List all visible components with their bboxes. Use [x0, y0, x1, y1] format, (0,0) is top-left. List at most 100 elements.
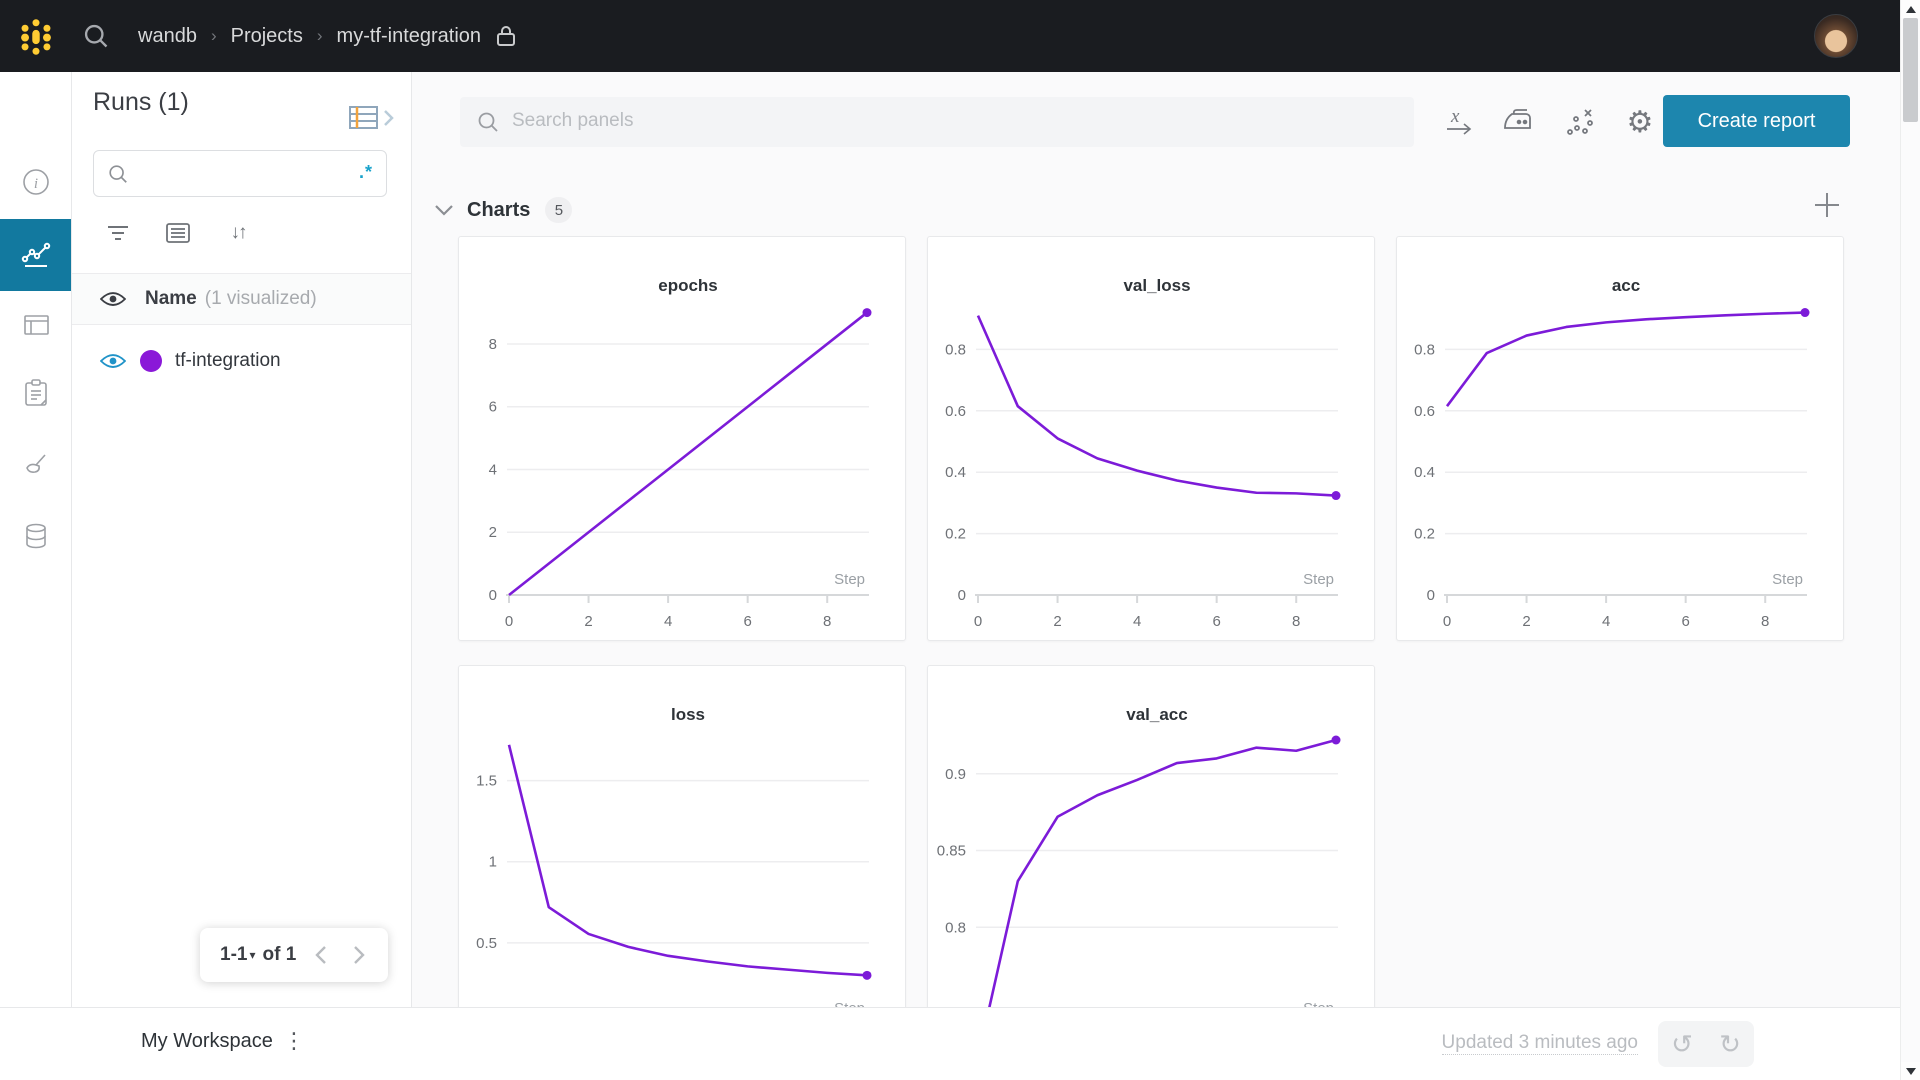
- visualized-count-label: (1 visualized): [204, 288, 317, 309]
- svg-text:Step: Step: [834, 571, 865, 588]
- global-search-icon[interactable]: [82, 22, 110, 50]
- chart-panel-loss[interactable]: 0.511.502468Steploss: [458, 665, 906, 1007]
- breadcrumb-separator: ›: [210, 26, 217, 45]
- runs-search-input[interactable]: [138, 151, 338, 196]
- breadcrumb-separator: ›: [316, 26, 323, 45]
- runs-pagination: 1-1 ▾ of 1: [200, 928, 388, 982]
- workspace-toolbar: x ⚙: [1442, 97, 1658, 147]
- page-scrollbar[interactable]: [1900, 0, 1920, 1080]
- svg-text:0.8: 0.8: [945, 919, 966, 936]
- scatter-x-icon: [1567, 109, 1593, 135]
- svg-text:4: 4: [1602, 613, 1610, 630]
- svg-text:0: 0: [1443, 613, 1451, 630]
- run-visibility-eye-icon[interactable]: [100, 351, 126, 371]
- sidebar-item-logs[interactable]: [0, 364, 71, 422]
- breadcrumb-projects[interactable]: Projects: [230, 24, 303, 47]
- sidebar-item-sweeps[interactable]: [0, 437, 71, 495]
- scrollbar-thumb[interactable]: [1903, 18, 1918, 122]
- triangle-up-icon: [1905, 5, 1916, 13]
- undo-icon: ↺: [1671, 1028, 1693, 1059]
- redo-button[interactable]: ↻: [1706, 1021, 1754, 1067]
- svg-text:acc: acc: [1612, 276, 1640, 295]
- breadcrumb-project-name[interactable]: my-tf-integration: [336, 24, 482, 47]
- panel-search-box: [460, 97, 1414, 147]
- avatar[interactable]: [1814, 14, 1858, 58]
- undo-button[interactable]: ↺: [1658, 1021, 1706, 1067]
- chevron-down-icon[interactable]: [434, 203, 454, 217]
- run-color-dot[interactable]: [140, 350, 162, 372]
- svg-text:0: 0: [505, 613, 513, 630]
- sidebar-item-table[interactable]: [0, 296, 71, 354]
- eye-icon[interactable]: [100, 289, 126, 309]
- search-icon: [109, 165, 127, 183]
- svg-text:6: 6: [489, 399, 497, 416]
- charts-section-header[interactable]: Charts 5: [434, 192, 573, 228]
- svg-text:1.5: 1.5: [476, 773, 497, 790]
- sort-icon: ↓↑: [230, 222, 248, 243]
- database-icon: [25, 523, 46, 549]
- scrollbar-down-button[interactable]: [1901, 1062, 1920, 1080]
- runs-name-header[interactable]: Name (1 visualized): [72, 273, 411, 325]
- sidebar-item-artifacts[interactable]: [0, 507, 71, 565]
- smoothing-button[interactable]: [1502, 104, 1538, 140]
- name-column-label: Name: [145, 288, 197, 309]
- create-report-button[interactable]: Create report: [1663, 95, 1850, 147]
- x-axis-icon: x: [1447, 106, 1472, 135]
- x-axis-settings-button[interactable]: x: [1442, 104, 1478, 140]
- updated-timestamp-link[interactable]: Updated 3 minutes ago: [1441, 1032, 1638, 1055]
- svg-text:Step: Step: [1303, 1000, 1334, 1007]
- wandb-logo-icon[interactable]: [16, 14, 56, 60]
- runs-table-expand-icon[interactable]: [348, 104, 396, 132]
- svg-text:0: 0: [974, 613, 982, 630]
- charts-count-badge: 5: [545, 197, 573, 223]
- svg-text:4: 4: [1133, 613, 1141, 630]
- caret-down-icon[interactable]: ▾: [249, 948, 256, 962]
- pagination-range[interactable]: 1-1: [220, 944, 248, 965]
- gear-icon: ⚙: [1626, 105, 1654, 139]
- svg-text:Step: Step: [834, 1000, 865, 1007]
- group-button[interactable]: [165, 220, 191, 246]
- charts-section-title: Charts: [467, 198, 531, 221]
- list-card-icon: [166, 223, 190, 243]
- bottom-bar: My Workspace ⋮ Updated 3 minutes ago ↺ ↻: [0, 1007, 1900, 1080]
- private-lock-icon: [497, 26, 516, 46]
- svg-text:6: 6: [743, 613, 751, 630]
- kebab-menu-icon[interactable]: ⋮: [283, 1028, 305, 1053]
- run-row[interactable]: tf-integration: [72, 334, 411, 388]
- outliers-button[interactable]: [1562, 104, 1598, 140]
- filter-button[interactable]: [105, 220, 131, 246]
- svg-text:2: 2: [1053, 613, 1061, 630]
- breadcrumb-entity[interactable]: wandb: [138, 24, 197, 47]
- sidebar-item-overview[interactable]: i: [0, 153, 71, 211]
- clipboard-icon: [24, 379, 47, 406]
- add-panel-icon[interactable]: [1812, 190, 1842, 220]
- redo-icon: ↻: [1719, 1028, 1741, 1059]
- left-icon-rail: i: [0, 72, 72, 1007]
- chart-panel-acc[interactable]: 0 0.2 0.4 0.6 0.8 0 2 4 6 8 Step acc: [1396, 236, 1844, 641]
- svg-text:8: 8: [489, 336, 497, 353]
- pagination-prev-button[interactable]: [308, 942, 334, 968]
- chart-panel-epochs[interactable]: 0 2 4 6 8 0 2 4 6 8 Step epochs: [458, 236, 906, 641]
- runs-panel-title: Runs (1): [93, 88, 189, 116]
- svg-text:0: 0: [958, 587, 966, 604]
- svg-text:epochs: epochs: [658, 276, 718, 295]
- settings-button[interactable]: ⚙: [1622, 104, 1658, 140]
- run-name-label[interactable]: tf-integration: [175, 350, 281, 371]
- sidebar-item-charts[interactable]: [0, 219, 71, 291]
- svg-text:0.5: 0.5: [476, 935, 497, 952]
- svg-text:0.4: 0.4: [945, 464, 966, 481]
- runs-panel: Runs (1) .*: [72, 72, 412, 1007]
- chart-svg-val_loss: 0 0.2 0.4 0.6 0.8 0 2 4 6 8 Step val_loss: [945, 276, 1341, 630]
- workspace-selector[interactable]: My Workspace: [141, 1030, 273, 1052]
- regex-toggle-button[interactable]: .*: [358, 162, 373, 182]
- chart-panel-val_loss[interactable]: 0 0.2 0.4 0.6 0.8 0 2 4 6 8 Step val_loss: [927, 236, 1375, 641]
- scrollbar-up-button[interactable]: [1901, 0, 1920, 18]
- sort-button[interactable]: ↓↑: [225, 220, 251, 246]
- chart-panel-val_acc[interactable]: 0.80.850.902468Stepval_acc: [927, 665, 1375, 1007]
- pagination-next-button[interactable]: [346, 942, 372, 968]
- top-navbar: wandb › Projects › my-tf-integration: [0, 0, 1900, 72]
- chart-svg-val_acc: 0.80.850.902468Stepval_acc: [937, 705, 1341, 1007]
- svg-text:0.9: 0.9: [945, 766, 966, 783]
- svg-text:Step: Step: [1303, 571, 1334, 588]
- panel-search-input[interactable]: [512, 97, 1392, 145]
